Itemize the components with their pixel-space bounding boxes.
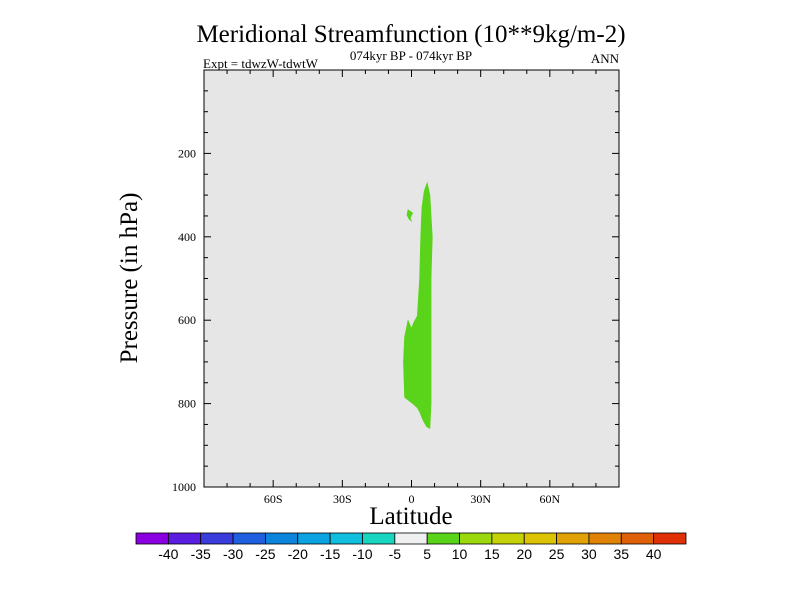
- y-tick-label: 200: [178, 146, 196, 160]
- colorbar-swatch: [362, 532, 396, 545]
- colorbar-label: -35: [191, 546, 211, 562]
- colorbar-label: -15: [320, 546, 340, 562]
- chart-subtitle: 074kyr BP - 074kyr BP: [350, 48, 472, 63]
- contour-region-1: [406, 209, 414, 222]
- plot-background: [204, 70, 619, 487]
- colorbar-label: 10: [452, 546, 468, 562]
- colorbar-label: -10: [352, 546, 372, 562]
- colorbar-label: 25: [549, 546, 565, 562]
- colorbar-swatch: [491, 532, 525, 545]
- colorbar-swatch: [394, 532, 428, 545]
- colorbar-swatch: [200, 532, 234, 545]
- colorbar-label: 20: [516, 546, 532, 562]
- y-tick-label: 1000: [172, 480, 196, 494]
- colorbar-label: -20: [288, 546, 308, 562]
- x-tick-label: 0: [409, 492, 415, 506]
- y-tick-label: 800: [178, 397, 196, 411]
- colorbar-swatch: [135, 532, 169, 545]
- contour-region-0: [403, 181, 433, 430]
- x-tick-label: 60S: [264, 492, 283, 506]
- x-tick-label: 30S: [333, 492, 352, 506]
- experiment-label: Expt = tdwzW-tdwtW: [203, 56, 319, 71]
- colorbar-label: 30: [581, 546, 597, 562]
- colorbar-swatch: [459, 532, 493, 545]
- colorbar-swatch: [232, 532, 266, 545]
- colorbar-label: 15: [484, 546, 500, 562]
- colorbar-swatch: [556, 532, 590, 545]
- y-tick-label: 600: [178, 313, 196, 327]
- colorbar-swatch: [588, 532, 622, 545]
- contour-layer: [403, 181, 433, 430]
- colorbar-label: 5: [423, 546, 431, 562]
- colorbar-label: -30: [223, 546, 243, 562]
- colorbar-swatch: [297, 532, 331, 545]
- colorbar-label: -5: [389, 546, 402, 562]
- colorbar-label: -25: [255, 546, 275, 562]
- colorbar-swatch: [523, 532, 557, 545]
- colorbar-label: 40: [646, 546, 662, 562]
- chart-title: Meridional Streamfunction (10**9kg/m-2): [196, 21, 625, 48]
- y-axis-label: Pressure (in hPa): [116, 193, 143, 364]
- tick-layer: 60S 30S 0 30N 60N 200 400 600 800 1000: [172, 70, 619, 506]
- x-tick-label: 60N: [539, 492, 560, 506]
- colorbar-swatch: [265, 532, 299, 545]
- x-axis-label: Latitude: [369, 503, 452, 530]
- colorbar-swatch: [653, 532, 687, 545]
- colorbar-label: -40: [158, 546, 178, 562]
- colorbar-swatch: [620, 532, 655, 545]
- colorbar: -40 -35 -30 -25 -20 -15 -10 -5 5 10 15 20 25 30 35 40: [135, 532, 687, 562]
- colorbar-swatch: [167, 532, 202, 545]
- colorbar-label: 35: [614, 546, 630, 562]
- colorbar-swatch: [426, 532, 460, 545]
- colorbar-swatch: [329, 532, 363, 545]
- plot-area: 60S 30S 0 30N 60N 200 400 600 800 1000: [172, 69, 620, 506]
- x-tick-label: 30N: [470, 492, 491, 506]
- season-label: ANN: [591, 51, 620, 66]
- y-tick-label: 400: [178, 230, 196, 244]
